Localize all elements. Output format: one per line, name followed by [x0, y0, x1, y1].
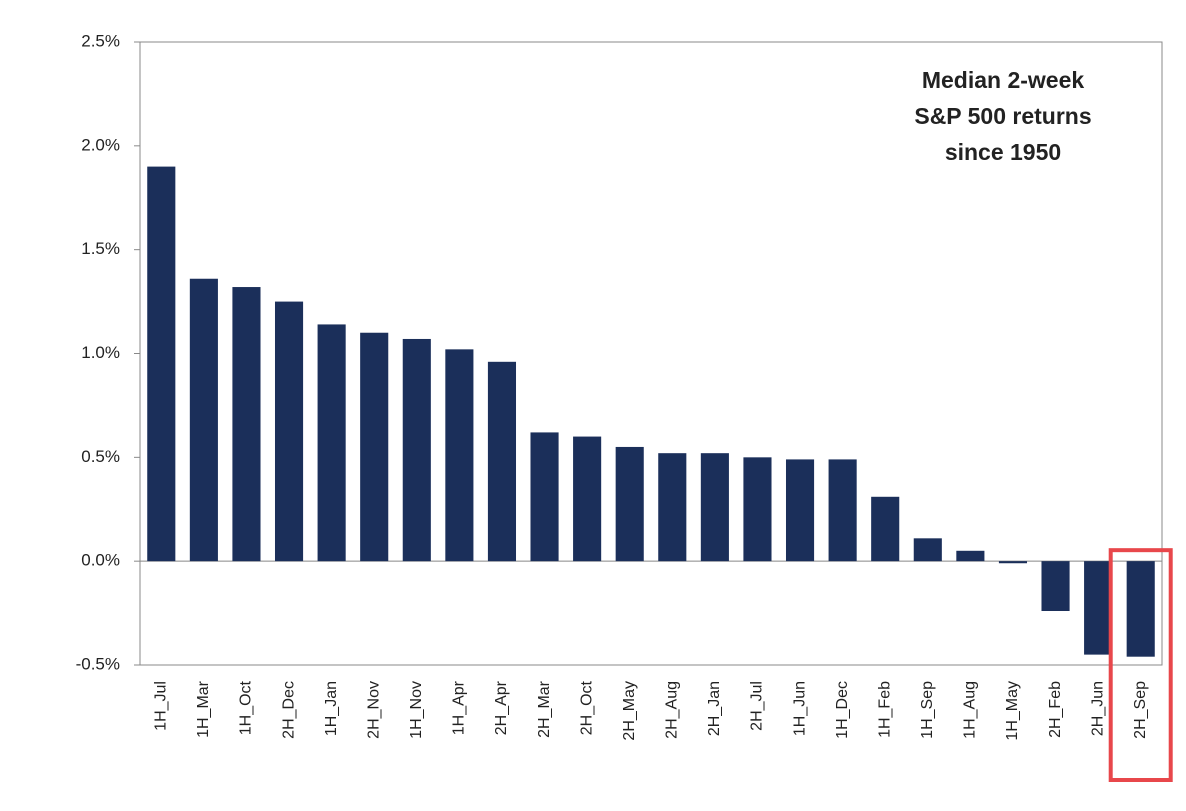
x-tick-label: 2H_Nov [365, 681, 382, 739]
annotation: Median 2-week [922, 67, 1085, 93]
x-tick-label: 2H_Jan [706, 681, 723, 736]
bar [147, 166, 176, 562]
bar [445, 349, 474, 562]
x-tick-label: 1H_Jul [153, 681, 170, 731]
bar [530, 432, 559, 562]
bar [274, 301, 304, 562]
y-tick-label: 2.0% [81, 135, 120, 154]
bar [615, 446, 644, 562]
x-tick-label: 1H_Jun [791, 681, 808, 736]
bar [232, 287, 261, 562]
bar [360, 332, 389, 562]
x-tick-label: 1H_Mar [195, 680, 212, 738]
x-tick-label: 1H_Nov [408, 681, 425, 739]
x-tick-label: 2H_May [621, 681, 638, 741]
bar [487, 361, 517, 562]
y-tick-label: 0.0% [81, 551, 120, 570]
y-tick-label: 1.5% [81, 239, 120, 258]
bar [700, 453, 729, 562]
x-tick-label: 1H_May [1004, 681, 1021, 741]
bar [1084, 561, 1113, 655]
x-tick-label: 2H_Sep [1132, 681, 1149, 739]
bar [658, 453, 687, 562]
x-tick-label: 2H_Mar [536, 680, 553, 738]
bar [573, 436, 602, 562]
bar [743, 457, 772, 562]
bar [998, 561, 1028, 564]
bar [189, 278, 218, 562]
x-tick-label: 2H_Apr [493, 680, 510, 735]
x-tick-label: 2H_Feb [1047, 681, 1064, 738]
bar [913, 538, 942, 562]
x-tick-label: 1H_Dec [834, 681, 851, 739]
y-tick-label: 0.5% [81, 447, 120, 466]
x-tick-label: 2H_Dec [280, 681, 297, 739]
y-tick-label: -0.5% [76, 654, 120, 673]
x-tick-label: 1H_Apr [451, 680, 468, 735]
bar [317, 324, 346, 562]
x-tick-label: 2H_Jul [749, 681, 766, 731]
annotation: since 1950 [945, 139, 1061, 165]
bar [1126, 561, 1155, 657]
bar [956, 550, 985, 562]
x-tick-label: 2H_Jun [1089, 681, 1106, 736]
x-tick-label: 1H_Jan [323, 681, 340, 736]
x-tick-label: 1H_Sep [919, 681, 936, 739]
y-tick-label: 2.5% [81, 31, 120, 50]
annotation: S&P 500 returns [914, 103, 1091, 129]
x-tick-label: 1H_Oct [238, 680, 255, 735]
x-tick-label: 1H_Aug [962, 681, 979, 739]
bar [1041, 561, 1070, 612]
x-tick-label: 2H_Aug [664, 681, 681, 739]
x-tick-label: 2H_Oct [578, 680, 595, 735]
x-tick-label: 1H_Feb [876, 681, 893, 738]
y-tick-label: 1.0% [81, 343, 120, 362]
bar [402, 338, 431, 562]
bar [785, 459, 815, 562]
highlight-box [1108, 548, 1173, 783]
bar [828, 459, 857, 562]
bar [871, 496, 900, 562]
